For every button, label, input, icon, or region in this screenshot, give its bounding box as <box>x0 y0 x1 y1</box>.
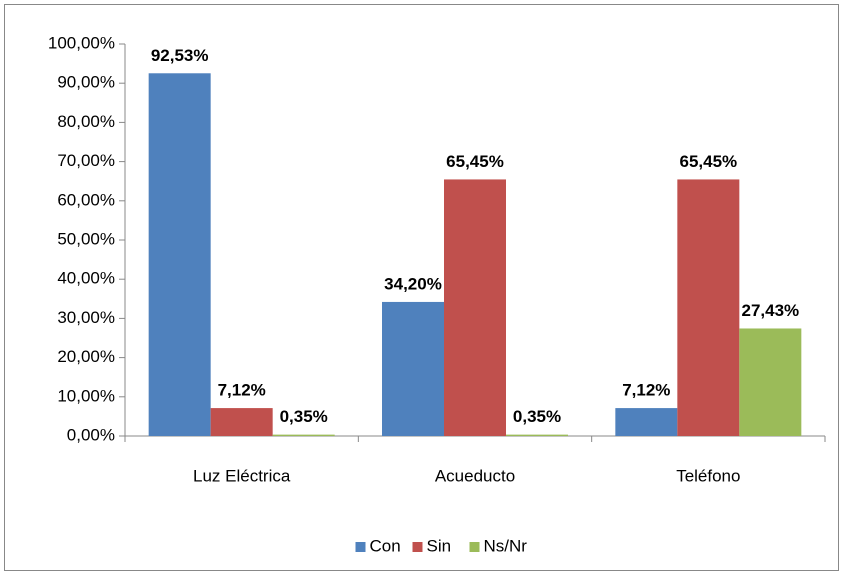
bar <box>444 179 506 436</box>
bar <box>148 73 211 436</box>
legend-swatch <box>355 542 366 552</box>
legend-swatch <box>412 542 423 552</box>
data-label: 7,12% <box>218 381 266 400</box>
bar <box>506 434 568 436</box>
data-label: 27,43% <box>741 301 799 320</box>
legend-label: Ns/Nr <box>484 536 528 555</box>
y-tick-label: 60,00% <box>57 190 115 209</box>
data-label: 65,45% <box>679 152 737 171</box>
y-tick-label: 40,00% <box>57 269 115 288</box>
legend-swatch <box>469 542 480 552</box>
data-label: 92,53% <box>151 46 209 65</box>
data-label: 0,35% <box>280 407 328 426</box>
y-tick-label: 0,00% <box>67 425 115 444</box>
bar <box>382 301 444 436</box>
legend-label: Sin <box>427 536 452 555</box>
bar <box>272 434 335 436</box>
x-tick-label: Teléfono <box>676 466 740 485</box>
data-label: 0,35% <box>513 407 561 426</box>
bar <box>677 179 740 436</box>
x-tick-label: Luz Eléctrica <box>193 466 291 485</box>
y-tick-label: 10,00% <box>57 386 115 405</box>
y-tick-label: 70,00% <box>57 151 115 170</box>
legend-label: Con <box>370 536 401 555</box>
y-tick-label: 50,00% <box>57 229 115 248</box>
data-label: 7,12% <box>622 381 670 400</box>
y-tick-label: 30,00% <box>57 308 115 327</box>
bar <box>615 408 678 436</box>
y-tick-label: 20,00% <box>57 347 115 366</box>
y-tick-label: 90,00% <box>57 73 115 92</box>
x-tick-label: Acueducto <box>435 466 515 485</box>
data-label: 65,45% <box>446 152 504 171</box>
y-tick-label: 100,00% <box>48 33 115 52</box>
data-label: 34,20% <box>384 274 442 293</box>
bar <box>739 328 802 436</box>
y-tick-label: 80,00% <box>57 112 115 131</box>
bar <box>210 408 273 436</box>
